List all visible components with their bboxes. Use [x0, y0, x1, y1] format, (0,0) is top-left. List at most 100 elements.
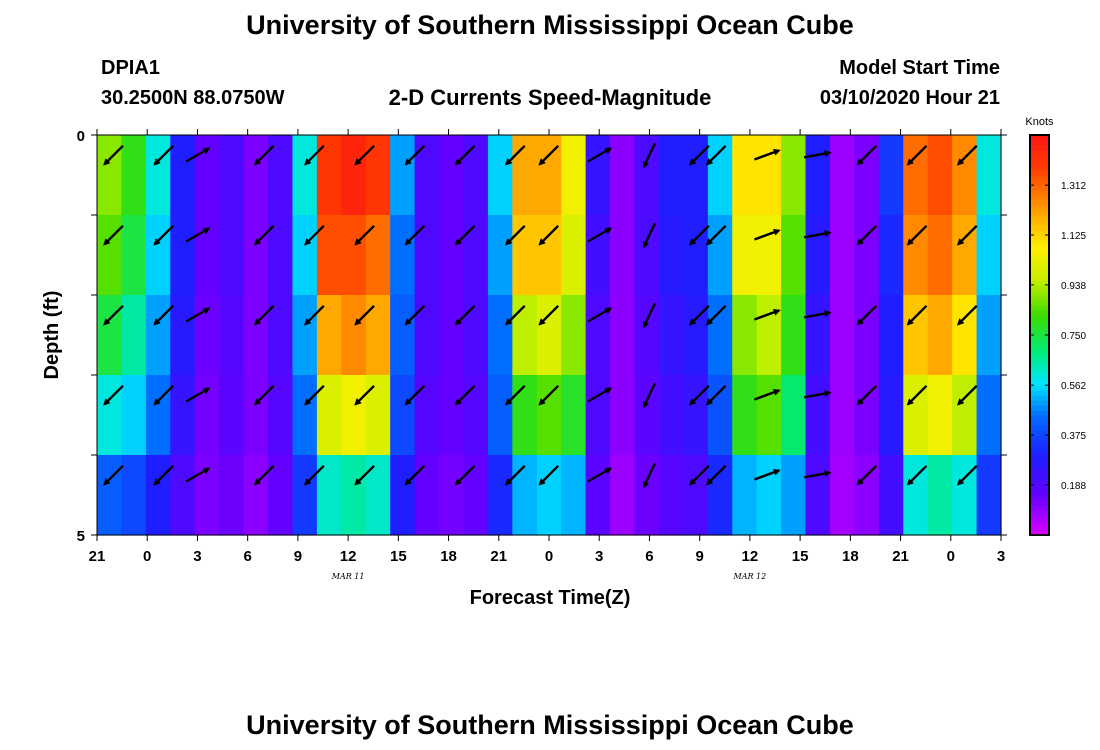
heatmap-cell [756, 215, 782, 296]
colorbar-segment [1030, 385, 1049, 391]
colorbar-segment [1030, 405, 1049, 411]
heatmap-cell [756, 135, 782, 216]
heatmap-cell [365, 215, 391, 296]
colorbar-segment [1030, 220, 1049, 226]
colorbar-segment [1030, 195, 1049, 201]
current-vector-arrow [587, 227, 613, 243]
current-vector-arrow [504, 464, 526, 486]
heatmap-cell [585, 295, 611, 376]
x-tick-label: 9 [294, 548, 302, 565]
heatmap-cell [805, 455, 831, 536]
colorbar-segment [1030, 340, 1049, 346]
heatmap-cell [463, 295, 489, 376]
heatmap-cell [341, 455, 367, 536]
current-vector-arrow [754, 308, 781, 321]
colorbar-segment [1030, 350, 1049, 356]
current-vector-arrow [253, 384, 275, 406]
colorbar-segment [1030, 400, 1049, 406]
heatmap-cell [341, 215, 367, 296]
heatmap-cell [243, 135, 269, 216]
heatmap-cell [170, 455, 196, 536]
heatmap-cell [341, 375, 367, 456]
colorbar-segment [1030, 470, 1049, 476]
current-vector-arrow [404, 144, 426, 166]
current-vector-arrow [803, 150, 832, 159]
colorbar-segment [1030, 275, 1049, 281]
x-tick-label: 3 [595, 548, 603, 565]
heatmap-cell [97, 455, 123, 536]
heatmap-cell [121, 295, 147, 376]
heatmap-cell [610, 375, 636, 456]
current-vector-arrow [253, 304, 275, 326]
current-vector-arrow [504, 384, 526, 406]
heatmap-cell [487, 135, 513, 216]
x-tick-label: 6 [645, 548, 653, 565]
x-tick-label: 0 [545, 548, 553, 565]
heatmap-cell [585, 375, 611, 456]
heatmap-cell [561, 455, 587, 536]
colorbar-segment [1030, 245, 1049, 251]
heatmap-cell [121, 215, 147, 296]
heatmap-cell [194, 215, 220, 296]
colorbar-segment [1030, 435, 1049, 441]
heatmap-cell [341, 295, 367, 376]
current-vector-arrow [454, 224, 476, 246]
current-vector-arrow [153, 384, 175, 406]
x-tick-label: 9 [695, 548, 703, 565]
heatmap-cell [927, 455, 953, 536]
current-vector-arrow [906, 304, 928, 326]
heatmap-cell [97, 295, 123, 376]
heatmap-cell [805, 215, 831, 296]
colorbar-segment [1030, 395, 1049, 401]
current-vector-arrow [754, 388, 781, 401]
heatmap-cell [707, 375, 733, 456]
y-tick-label: 5 [77, 528, 85, 545]
heatmap-cell [952, 455, 978, 536]
current-vector-arrow [705, 144, 727, 166]
heatmap-cell [170, 295, 196, 376]
colorbar-segment [1030, 305, 1049, 311]
current-vector-arrow [705, 464, 727, 486]
colorbar-segment [1030, 330, 1049, 336]
heatmap-cell [316, 135, 342, 216]
heatmap-cell [707, 135, 733, 216]
heatmap-cell [536, 215, 562, 296]
colorbar-segment [1030, 410, 1049, 416]
current-vector-arrow [253, 144, 275, 166]
heatmap-cell [512, 215, 538, 296]
colorbar-segment [1030, 345, 1049, 351]
model-start-label: Model Start Time [839, 57, 1000, 79]
current-vector-arrow [454, 464, 476, 486]
heatmap-cell [292, 455, 318, 536]
current-vector-arrow [153, 464, 175, 486]
colorbar-segment [1030, 150, 1049, 156]
colorbar-segment [1030, 210, 1049, 216]
colorbar-segment [1030, 375, 1049, 381]
heatmap-cell [878, 135, 904, 216]
colorbar-segment [1030, 525, 1049, 531]
heatmap-cell [365, 135, 391, 216]
current-vector-arrow [454, 384, 476, 406]
heatmap-cell [170, 135, 196, 216]
colorbar-tick-label: 1.312 [1061, 181, 1086, 192]
heatmap-cell [463, 135, 489, 216]
heatmap-cell [952, 215, 978, 296]
x-axis-label: Forecast Time(Z) [470, 587, 631, 609]
current-vector-arrow [454, 144, 476, 166]
colorbar-segment [1030, 430, 1049, 436]
station-id: DPIA1 [101, 57, 160, 79]
x-tick-label: 21 [892, 548, 909, 565]
colorbar-segment [1030, 310, 1049, 316]
heatmap-cell [439, 295, 465, 376]
current-vector-arrow [705, 224, 727, 246]
x-tick-label: 3 [193, 548, 201, 565]
current-vector-arrow [103, 144, 124, 166]
current-vector-arrow [956, 464, 978, 486]
heatmap-cell [561, 375, 587, 456]
colorbar-segment [1030, 325, 1049, 331]
colorbar-segment [1030, 415, 1049, 421]
heatmap-cell [658, 215, 684, 296]
heatmap-cell [561, 295, 587, 376]
heatmap-cell [952, 295, 978, 376]
heatmap-cell [316, 295, 342, 376]
